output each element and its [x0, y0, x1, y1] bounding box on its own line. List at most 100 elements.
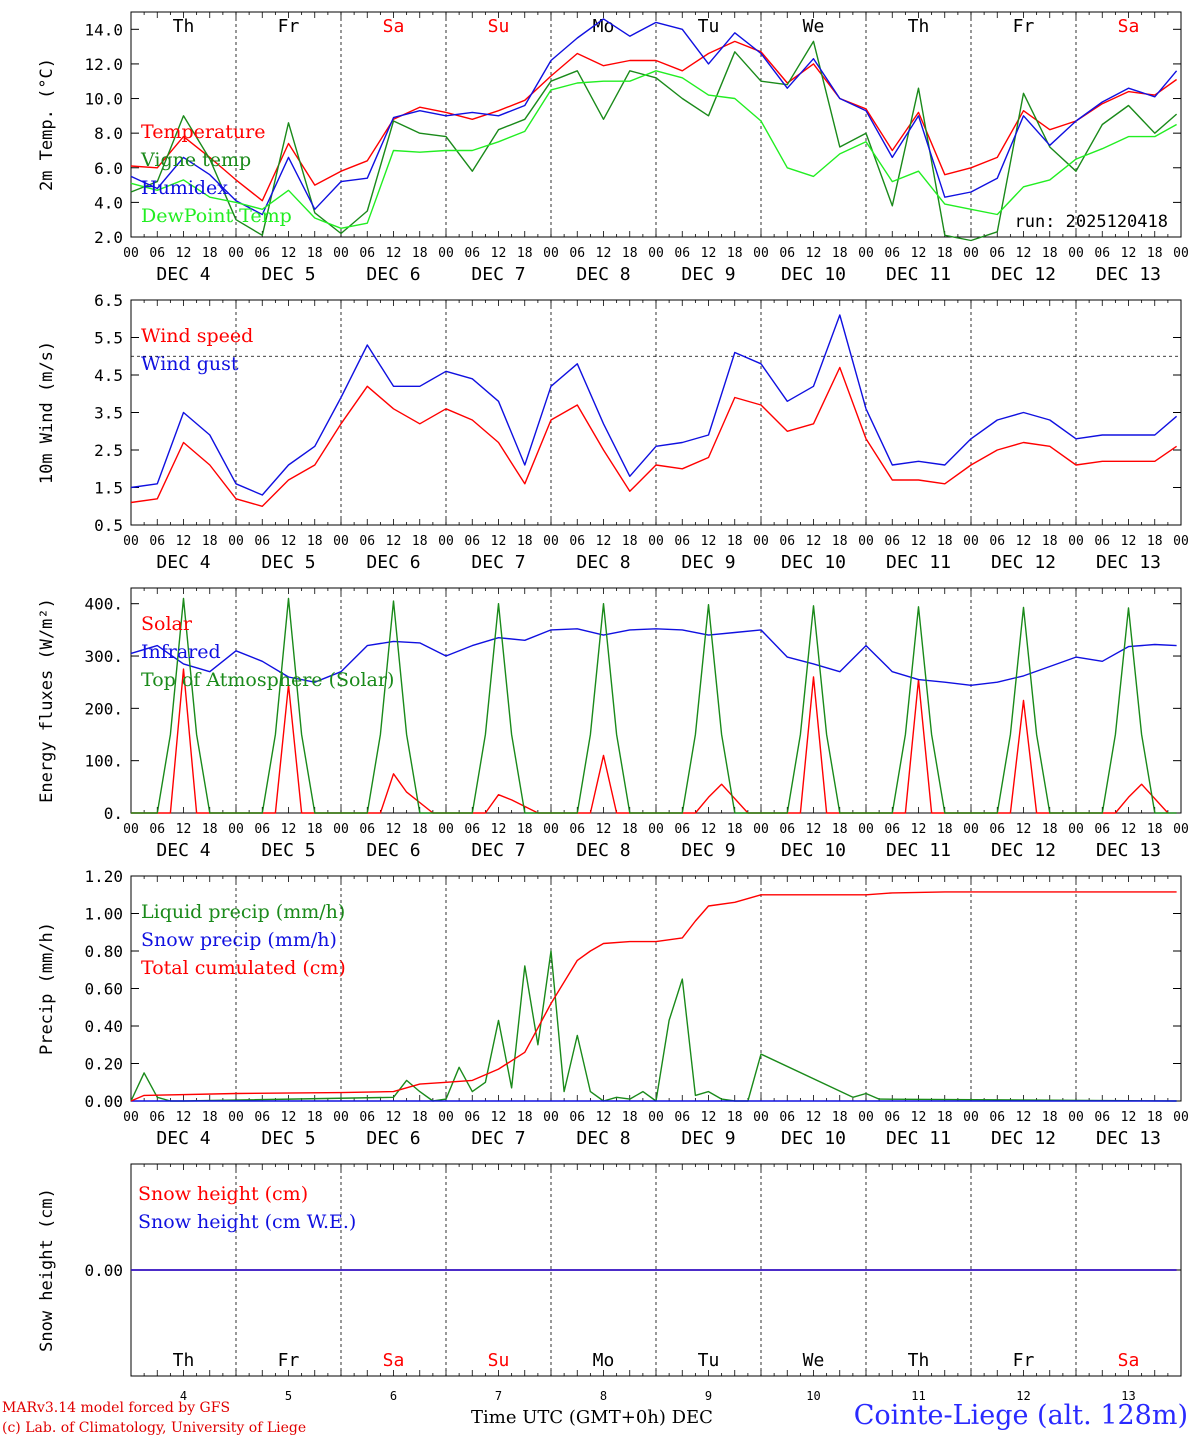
day-label: DEC 13 [1096, 264, 1161, 285]
y-tick-label: 2.0 [94, 228, 123, 247]
legend-entry: Temperature [141, 121, 265, 143]
hour-tick-label: 12 [176, 246, 192, 261]
hour-tick-label: 00 [963, 534, 979, 549]
day-label: DEC 11 [886, 840, 951, 861]
weekday-label: Th [173, 16, 195, 37]
hour-tick-label: 18 [1042, 534, 1058, 549]
weekday-label: Fr [278, 1350, 300, 1371]
hour-tick-label: 06 [149, 1110, 165, 1125]
hour-tick-label: 00 [438, 534, 454, 549]
hour-tick-label: 00 [228, 534, 244, 549]
y-tick-label: 200. [84, 699, 123, 718]
day-label: DEC 7 [471, 264, 525, 285]
day-label: DEC 5 [261, 1128, 315, 1149]
y-axis-label: 10m Wind (m/s) [37, 341, 57, 484]
weekday-label: Th [908, 16, 930, 37]
hour-tick-label: 00 [753, 246, 769, 261]
hour-tick-label: 18 [622, 1110, 638, 1125]
hour-tick-label: 06 [254, 822, 270, 837]
y-tick-label: 2.5 [94, 441, 123, 460]
hour-tick-label: 18 [517, 534, 533, 549]
hour-tick-label: 12 [596, 534, 612, 549]
day-label: DEC 13 [1096, 840, 1161, 861]
legend-entry: Humidex [141, 177, 228, 199]
day-number-label: 11 [911, 1389, 925, 1403]
day-label: DEC 10 [781, 552, 846, 573]
hour-tick-label: 18 [832, 534, 848, 549]
legend-entry: Snow height (cm W.E.) [138, 1211, 356, 1233]
weekday-label: Su [488, 1350, 510, 1371]
hour-tick-label: 00 [123, 822, 139, 837]
hour-tick-label: 06 [569, 246, 585, 261]
hour-tick-label: 00 [438, 822, 454, 837]
series-line-3-2 [130, 628, 1177, 686]
legend-entry: Total cumulated (cm) [141, 957, 346, 979]
weekday-label: Sa [383, 16, 405, 37]
hour-tick-label: 12 [1016, 246, 1032, 261]
hour-tick-label: 18 [937, 822, 953, 837]
legend-entry: Infrared [141, 641, 221, 663]
hour-tick-label: 18 [727, 1110, 743, 1125]
day-label: DEC 9 [681, 840, 735, 861]
y-tick-label: 4.5 [94, 366, 123, 385]
y-tick-label: 0.00 [84, 1261, 123, 1280]
hour-tick-label: 12 [1016, 1110, 1032, 1125]
hour-tick-label: 18 [832, 246, 848, 261]
y-tick-label: 1.5 [94, 479, 123, 498]
hour-tick-label: 06 [779, 246, 795, 261]
run-annotation: run: 2025120418 [1014, 212, 1168, 232]
y-axis-label: Energy fluxes (W/m²) [37, 598, 57, 803]
day-label: DEC 10 [781, 840, 846, 861]
hour-tick-label: 06 [779, 1110, 795, 1125]
hour-tick-label: 12 [176, 1110, 192, 1125]
y-tick-label: 10.0 [84, 90, 123, 109]
day-label: DEC 8 [576, 552, 630, 573]
hour-tick-label: 00 [648, 534, 664, 549]
legend-entry: Wind gust [141, 353, 239, 375]
day-label: DEC 13 [1096, 552, 1161, 573]
hour-tick-label: 00 [1173, 534, 1189, 549]
day-label: DEC 12 [991, 264, 1056, 285]
hour-tick-label: 00 [228, 246, 244, 261]
hour-tick-label: 00 [333, 534, 349, 549]
hour-tick-label: 18 [622, 246, 638, 261]
hour-tick-label: 00 [543, 822, 559, 837]
hour-tick-label: 12 [911, 1110, 927, 1125]
y-tick-label: 0.40 [84, 1017, 123, 1036]
hour-tick-label: 18 [412, 534, 428, 549]
panel-5: 0.00 Snow height (cm) Th Fr Sa Su Mo Tu We Th Fr Sa… [37, 1163, 1182, 1428]
y-tick-label: 12.0 [84, 55, 123, 74]
day-label: DEC 13 [1096, 1128, 1161, 1149]
day-number-label: 12 [1016, 1389, 1030, 1403]
hour-tick-label: 06 [674, 534, 690, 549]
hour-tick-label: 12 [911, 246, 927, 261]
day-label: DEC 11 [886, 264, 951, 285]
hour-tick-label: 06 [884, 534, 900, 549]
weekday-label: Th [173, 1350, 195, 1371]
panel-1: 2.0 4.0 6.0 8.0 10.0 12.0 14.0 2m Temp. (°C) Th F… [37, 11, 1189, 285]
hour-tick-label: 12 [596, 1110, 612, 1125]
hour-tick-label: 12 [806, 246, 822, 261]
hour-tick-label: 18 [727, 534, 743, 549]
hour-tick-label: 00 [123, 534, 139, 549]
day-number-label: 5 [285, 1389, 292, 1403]
y-tick-label: 0. [104, 804, 123, 823]
hour-tick-label: 00 [1068, 822, 1084, 837]
hour-tick-label: 00 [438, 1110, 454, 1125]
hour-tick-label: 18 [832, 822, 848, 837]
hour-tick-label: 00 [858, 1110, 874, 1125]
hour-tick-label: 18 [307, 534, 323, 549]
y-tick-label: 1.00 [84, 905, 123, 924]
hour-tick-label: 18 [202, 822, 218, 837]
y-axis-label: Snow height (cm) [37, 1188, 57, 1352]
hour-tick-label: 12 [176, 822, 192, 837]
hour-tick-label: 00 [753, 822, 769, 837]
day-label: DEC 4 [156, 1128, 210, 1149]
day-number-label: 13 [1121, 1389, 1135, 1403]
hour-tick-label: 12 [386, 246, 402, 261]
day-label: DEC 4 [156, 264, 210, 285]
day-label: DEC 5 [261, 840, 315, 861]
hour-tick-label: 00 [753, 534, 769, 549]
hour-tick-label: 06 [989, 534, 1005, 549]
